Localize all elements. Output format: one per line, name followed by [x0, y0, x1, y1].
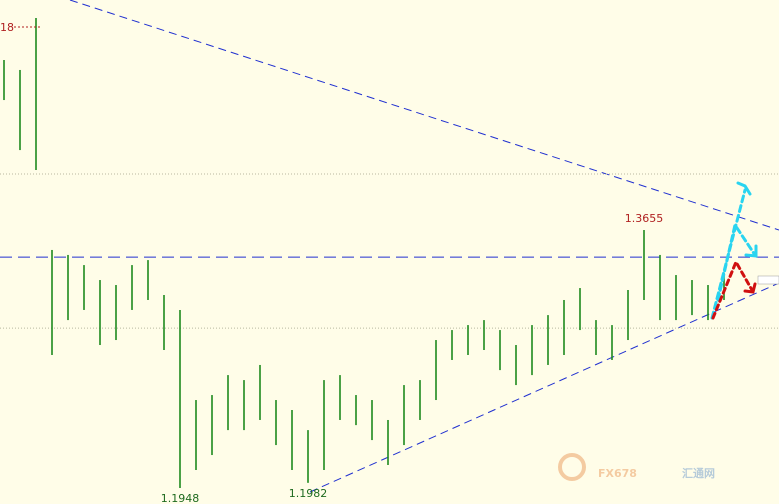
red-arrow: [711, 258, 754, 320]
watermark-name: 汇通网: [682, 467, 715, 480]
upper-trend-line: [69, 0, 779, 231]
watermark-brand: FX678: [598, 467, 637, 480]
price-label: 1.1982: [289, 487, 328, 500]
top-annotation: 18: [0, 21, 40, 34]
cyan-arrowhead: [736, 181, 752, 196]
price-box: [757, 275, 779, 285]
watermark: FX678 汇通网: [558, 453, 715, 481]
watermark-logo: [558, 453, 586, 481]
annotation-label: 18: [0, 21, 14, 34]
price-label: 1.1948: [161, 492, 200, 504]
forecast-arrows: [710, 181, 758, 320]
cyan-arrow: [716, 221, 757, 302]
price-label: 1.3655: [625, 212, 664, 225]
cyan-arrowhead: [744, 244, 758, 258]
red-arrowhead: [743, 282, 757, 294]
